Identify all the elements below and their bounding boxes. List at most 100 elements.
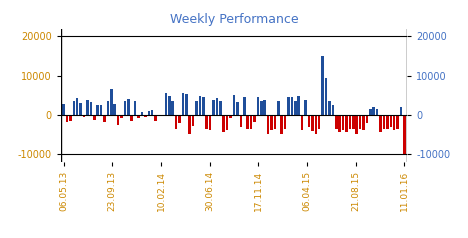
Bar <box>338 115 341 132</box>
Bar <box>124 101 126 115</box>
Bar <box>287 97 290 115</box>
Bar <box>107 101 109 115</box>
Bar <box>355 115 358 134</box>
Bar <box>349 115 351 129</box>
Bar <box>359 115 361 129</box>
Bar <box>376 109 379 115</box>
Bar <box>216 98 218 115</box>
Bar <box>322 56 324 115</box>
Bar <box>304 100 307 115</box>
Bar <box>386 115 388 129</box>
Bar <box>110 89 113 115</box>
Bar <box>263 100 266 115</box>
Title: Weekly Performance: Weekly Performance <box>170 13 298 26</box>
Bar <box>178 115 181 123</box>
Bar <box>144 115 146 117</box>
Bar <box>100 105 102 115</box>
Bar <box>205 115 208 129</box>
Bar <box>147 111 150 115</box>
Bar <box>131 115 133 121</box>
Bar <box>373 107 375 115</box>
Bar <box>352 115 355 129</box>
Bar <box>154 115 157 121</box>
Bar <box>369 109 372 115</box>
Bar <box>403 115 406 154</box>
Bar <box>253 115 256 122</box>
Bar <box>69 115 72 121</box>
Bar <box>335 115 337 129</box>
Bar <box>393 115 395 130</box>
Bar <box>325 78 327 115</box>
Bar <box>189 115 191 134</box>
Bar <box>80 103 82 115</box>
Bar <box>277 101 279 115</box>
Bar <box>168 96 170 115</box>
Bar <box>267 115 270 134</box>
Bar <box>120 115 123 118</box>
Bar <box>202 97 205 115</box>
Bar <box>379 115 382 132</box>
Bar <box>236 102 239 115</box>
Bar <box>62 104 65 115</box>
Bar <box>195 101 198 115</box>
Bar <box>219 101 222 115</box>
Bar <box>298 96 300 115</box>
Bar <box>89 102 92 115</box>
Bar <box>240 115 242 127</box>
Bar <box>165 93 167 115</box>
Bar <box>192 115 194 126</box>
Bar <box>86 100 89 115</box>
Bar <box>383 115 385 129</box>
Bar <box>73 101 75 115</box>
Bar <box>83 115 85 117</box>
Bar <box>250 115 252 129</box>
Bar <box>209 115 212 130</box>
Bar <box>212 100 215 115</box>
Bar <box>226 115 228 130</box>
Bar <box>396 115 399 129</box>
Bar <box>229 115 232 118</box>
Bar <box>366 115 368 123</box>
Bar <box>198 96 201 115</box>
Bar <box>222 115 225 132</box>
Bar <box>103 115 106 122</box>
Bar <box>182 93 184 115</box>
Bar <box>141 112 143 115</box>
Bar <box>171 101 174 115</box>
Bar <box>311 115 314 131</box>
Bar <box>318 115 321 129</box>
Bar <box>294 101 297 115</box>
Bar <box>274 115 276 129</box>
Bar <box>137 115 140 118</box>
Bar <box>345 115 348 132</box>
Bar <box>246 115 249 129</box>
Bar <box>328 101 331 115</box>
Bar <box>284 115 286 129</box>
Bar <box>127 99 130 115</box>
Bar <box>389 115 392 127</box>
Bar <box>260 101 263 115</box>
Bar <box>66 115 68 122</box>
Bar <box>331 105 334 115</box>
Bar <box>301 115 303 130</box>
Bar <box>256 97 259 115</box>
Bar <box>185 94 188 115</box>
Bar <box>342 115 344 130</box>
Bar <box>308 115 310 127</box>
Bar <box>158 115 160 116</box>
Bar <box>280 115 283 134</box>
Bar <box>151 110 154 115</box>
Bar <box>243 97 246 115</box>
Bar <box>113 104 116 115</box>
Bar <box>161 115 164 116</box>
Bar <box>314 115 317 134</box>
Bar <box>362 115 365 130</box>
Bar <box>175 115 177 129</box>
Bar <box>96 105 99 115</box>
Bar <box>117 115 119 125</box>
Bar <box>291 97 293 115</box>
Bar <box>76 98 79 115</box>
Bar <box>93 115 95 119</box>
Bar <box>400 107 402 115</box>
Bar <box>270 115 273 130</box>
